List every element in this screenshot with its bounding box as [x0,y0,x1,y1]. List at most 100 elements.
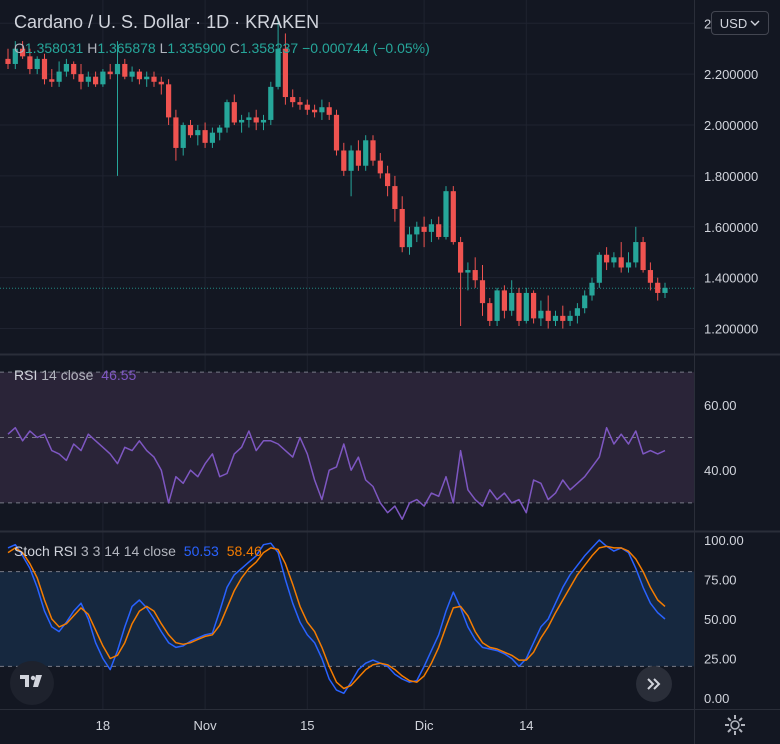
rsi-line[interactable] [7,426,666,520]
candle[interactable] [436,216,442,240]
candle[interactable] [180,122,186,156]
stoch-legend[interactable]: Stoch RSI 3 3 14 14 close 50.53 58.46 [14,543,262,559]
candle[interactable] [151,71,157,87]
stoch-k-line[interactable] [7,539,666,695]
candle[interactable] [545,295,551,329]
candle[interactable] [122,58,128,80]
candle[interactable] [187,119,194,138]
candle[interactable] [377,153,383,179]
candle[interactable] [662,282,668,299]
candle[interactable] [49,69,55,87]
gear-icon[interactable] [724,714,746,736]
candle[interactable] [633,226,639,268]
candlestick-series[interactable] [5,18,668,329]
candle[interactable] [582,290,588,314]
candle[interactable] [93,71,99,87]
candle[interactable] [202,122,208,148]
candle[interactable] [428,219,434,243]
stoch-rsi-series[interactable] [7,539,666,695]
candle[interactable] [268,81,274,126]
candle[interactable] [596,252,602,288]
tradingview-logo[interactable] [10,661,54,705]
candle[interactable] [224,99,230,133]
candle[interactable] [516,287,522,327]
candle[interactable] [655,277,661,301]
candle[interactable] [406,226,413,255]
candle[interactable] [647,262,653,291]
candle[interactable] [370,135,376,166]
candle[interactable] [392,175,398,222]
candle[interactable] [217,125,223,141]
stoch-d-line[interactable] [7,545,666,690]
candle[interactable] [312,104,318,118]
candle[interactable] [465,262,471,291]
candle[interactable] [144,71,150,87]
candle[interactable] [282,33,288,105]
candle[interactable] [333,109,340,156]
candle[interactable] [27,48,33,75]
candle[interactable] [107,63,113,80]
candle[interactable] [71,61,77,80]
candle[interactable] [12,41,18,70]
candle[interactable] [173,109,179,161]
candle[interactable] [531,290,537,324]
candle[interactable] [363,135,369,171]
candle[interactable] [443,186,449,240]
candle[interactable] [41,53,48,85]
candle[interactable] [195,125,201,146]
candle[interactable] [494,287,500,327]
candle[interactable] [574,303,580,324]
candle[interactable] [341,142,347,176]
candle[interactable] [246,112,252,128]
candle[interactable] [231,94,237,126]
candle[interactable] [319,99,325,120]
candle[interactable] [20,41,26,59]
candle[interactable] [260,114,267,131]
candle[interactable] [385,165,391,197]
candle[interactable] [253,109,259,131]
candle[interactable] [158,76,164,95]
candle[interactable] [538,300,544,327]
candle[interactable] [479,264,486,316]
candle[interactable] [326,102,332,120]
candle[interactable] [501,285,507,319]
candle[interactable] [472,257,478,288]
candle[interactable] [640,236,646,273]
candle[interactable] [604,247,610,271]
candle[interactable] [560,305,566,329]
candle[interactable] [487,298,493,327]
scroll-to-realtime-button[interactable] [636,666,672,702]
candle[interactable] [275,18,281,90]
candle[interactable] [304,99,310,115]
candle[interactable] [34,56,40,75]
candle[interactable] [611,252,617,268]
candle[interactable] [56,61,62,87]
candle[interactable] [421,216,427,248]
candle[interactable] [100,69,106,87]
candle[interactable] [589,277,595,301]
candle[interactable] [63,58,69,77]
candle[interactable] [5,48,11,70]
candle[interactable] [239,114,245,133]
candle[interactable] [414,221,420,243]
candle[interactable] [567,310,573,327]
candle[interactable] [114,41,121,176]
candle[interactable] [290,89,296,108]
candle[interactable] [509,280,515,316]
candle[interactable] [85,71,91,87]
candle[interactable] [209,127,215,148]
candle[interactable] [625,252,632,273]
candle[interactable] [458,236,464,327]
candle[interactable] [552,310,559,327]
candle[interactable] [78,63,84,90]
candle[interactable] [166,79,172,126]
candle[interactable] [348,145,354,197]
candle[interactable] [450,186,456,245]
currency-button[interactable]: USD [711,11,769,35]
candle[interactable] [399,196,405,253]
candle[interactable] [523,287,529,324]
candle[interactable] [297,97,303,110]
rsi-series[interactable] [7,426,666,520]
rsi-legend[interactable]: RSI 14 close 46.55 [14,367,136,383]
